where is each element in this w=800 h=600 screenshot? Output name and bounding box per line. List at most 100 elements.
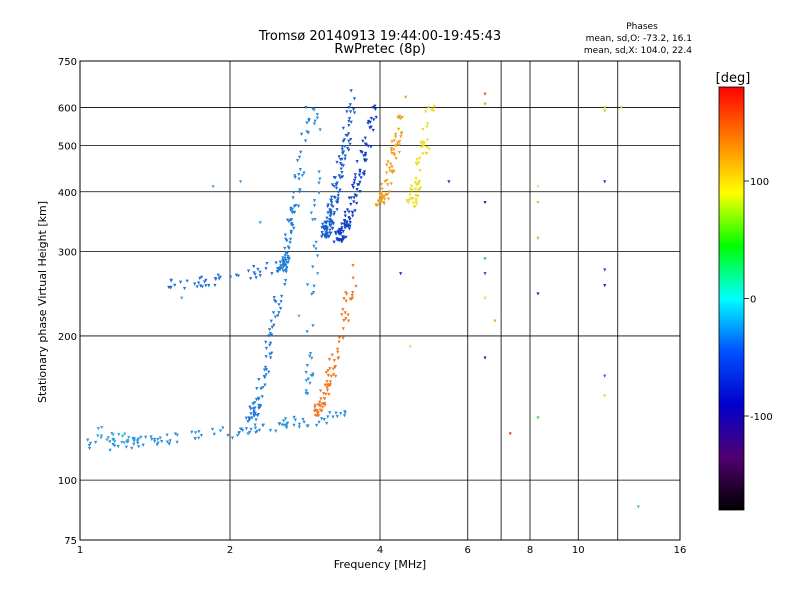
scatter-point-11 (536, 236, 540, 240)
trace-point-10-8 (312, 122, 317, 126)
trace-point-3-62 (259, 387, 263, 391)
trace-point-9-37 (405, 199, 409, 203)
trace-point-8-69 (382, 197, 387, 201)
trace-point-9-18 (425, 125, 429, 129)
trace-point-0-94 (237, 431, 241, 436)
trace-point-6-91 (345, 221, 349, 225)
trace-point-3-29 (262, 368, 267, 372)
trace-point-5-78 (329, 203, 334, 207)
trace-point-5-49 (320, 231, 324, 235)
trace-point-4-55 (311, 107, 315, 111)
trace-point-3-27 (269, 356, 273, 360)
colorbar-tick-label-1: 0 (750, 295, 756, 306)
trace-point-1-13 (112, 438, 116, 442)
trace-point-10-6 (308, 354, 312, 358)
scatter-point-8 (508, 432, 512, 436)
trace-point-1-17 (127, 435, 131, 440)
trace-point-4-2 (300, 132, 304, 137)
trace-point-5-83 (334, 186, 339, 190)
trace-point-4-83 (292, 204, 297, 209)
trace-point-6-12 (343, 226, 347, 230)
trace-point-8-54 (387, 166, 392, 170)
trace-point-10-28 (310, 356, 314, 360)
trace-point-9-41 (421, 152, 425, 156)
trace-point-4-50 (279, 264, 283, 268)
trace-point-4-37 (300, 174, 304, 178)
trace-point-3-43 (254, 398, 259, 402)
trace-point-5-65 (330, 183, 335, 187)
trace-point-0-71 (173, 432, 177, 436)
trace-point-3-54 (270, 351, 274, 355)
trace-point-3-64 (252, 414, 256, 418)
trace-point-8-29 (397, 143, 401, 147)
trace-point-5-26 (336, 199, 340, 203)
trace-point-7-69 (320, 409, 324, 413)
trace-point-6-94 (347, 216, 351, 220)
trace-point-3-49 (268, 332, 272, 336)
trace-point-8-32 (392, 148, 396, 152)
trace-point-5-38 (349, 137, 353, 142)
trace-point-10-27 (311, 265, 315, 269)
trace-point-8-1 (400, 115, 404, 120)
trace-point-10-34 (317, 181, 321, 185)
trace-point-3-48 (246, 420, 250, 424)
trace-point-6-62 (357, 173, 361, 177)
trace-point-8-43 (399, 132, 403, 136)
trace-point-0-82 (124, 445, 129, 449)
trace-point-3-37 (250, 416, 254, 420)
trace-point-5-109 (325, 216, 329, 220)
trace-point-4-58 (284, 263, 288, 268)
y-axis-label: Stationary phase Virtual Height [km] (36, 201, 49, 403)
trace-point-6-90 (363, 153, 368, 157)
trace-point-2-7 (236, 274, 241, 278)
trace-point-9-7 (415, 158, 419, 162)
trace-point-8-0 (393, 144, 397, 148)
trace-point-0-61 (285, 421, 289, 426)
trace-point-5-18 (328, 228, 332, 232)
trace-point-0-59 (139, 435, 143, 439)
trace-point-8-31 (392, 169, 396, 174)
trace-point-4-44 (297, 177, 301, 181)
trace-point-3-59 (255, 387, 259, 391)
trace-point-7-22 (323, 403, 327, 407)
trace-point-9-33 (421, 128, 425, 132)
trace-point-6-77 (374, 115, 378, 120)
trace-point-8-56 (378, 199, 382, 203)
trace-point-2-26 (246, 269, 251, 273)
trace-point-8-51 (394, 156, 398, 161)
y-tick-label-3: 300 (58, 248, 77, 259)
trace-point-0-42 (240, 427, 244, 431)
trace-point-5-19 (335, 200, 340, 205)
colorbar (718, 86, 745, 511)
trace-point-9-2 (432, 104, 436, 109)
trace-point-9-47 (412, 201, 416, 205)
trace-point-6-24 (363, 159, 367, 163)
trace-point-7-9 (328, 380, 333, 384)
trace-point-6-53 (358, 170, 362, 174)
trace-point-6-28 (352, 196, 356, 200)
scatter-point-20 (603, 394, 607, 398)
trace-point-6-108 (335, 237, 339, 241)
trace-point-3-44 (254, 418, 258, 422)
trace-point-0-89 (193, 437, 197, 441)
trace-point-2-38 (169, 285, 173, 289)
trace-point-6-97 (369, 116, 373, 121)
trace-point-8-65 (380, 187, 384, 191)
trace-point-4-64 (297, 172, 301, 177)
trace-point-3-57 (268, 352, 272, 356)
trace-point-5-45 (341, 150, 346, 154)
trace-point-0-80 (150, 437, 154, 442)
trace-point-4-68 (302, 171, 306, 175)
trace-point-10-30 (315, 254, 320, 258)
trace-point-5-62 (323, 233, 327, 237)
trace-point-5-127 (333, 176, 337, 180)
trace-point-3-25 (276, 314, 280, 318)
trace-point-8-46 (390, 165, 394, 169)
trace-point-3-4 (267, 328, 272, 332)
trace-point-9-36 (409, 184, 414, 188)
trace-point-6-63 (355, 160, 359, 164)
trace-point-6-104 (359, 176, 363, 180)
trace-point-8-66 (383, 194, 387, 198)
trace-point-6-93 (344, 224, 348, 228)
trace-point-0-78 (210, 427, 215, 432)
